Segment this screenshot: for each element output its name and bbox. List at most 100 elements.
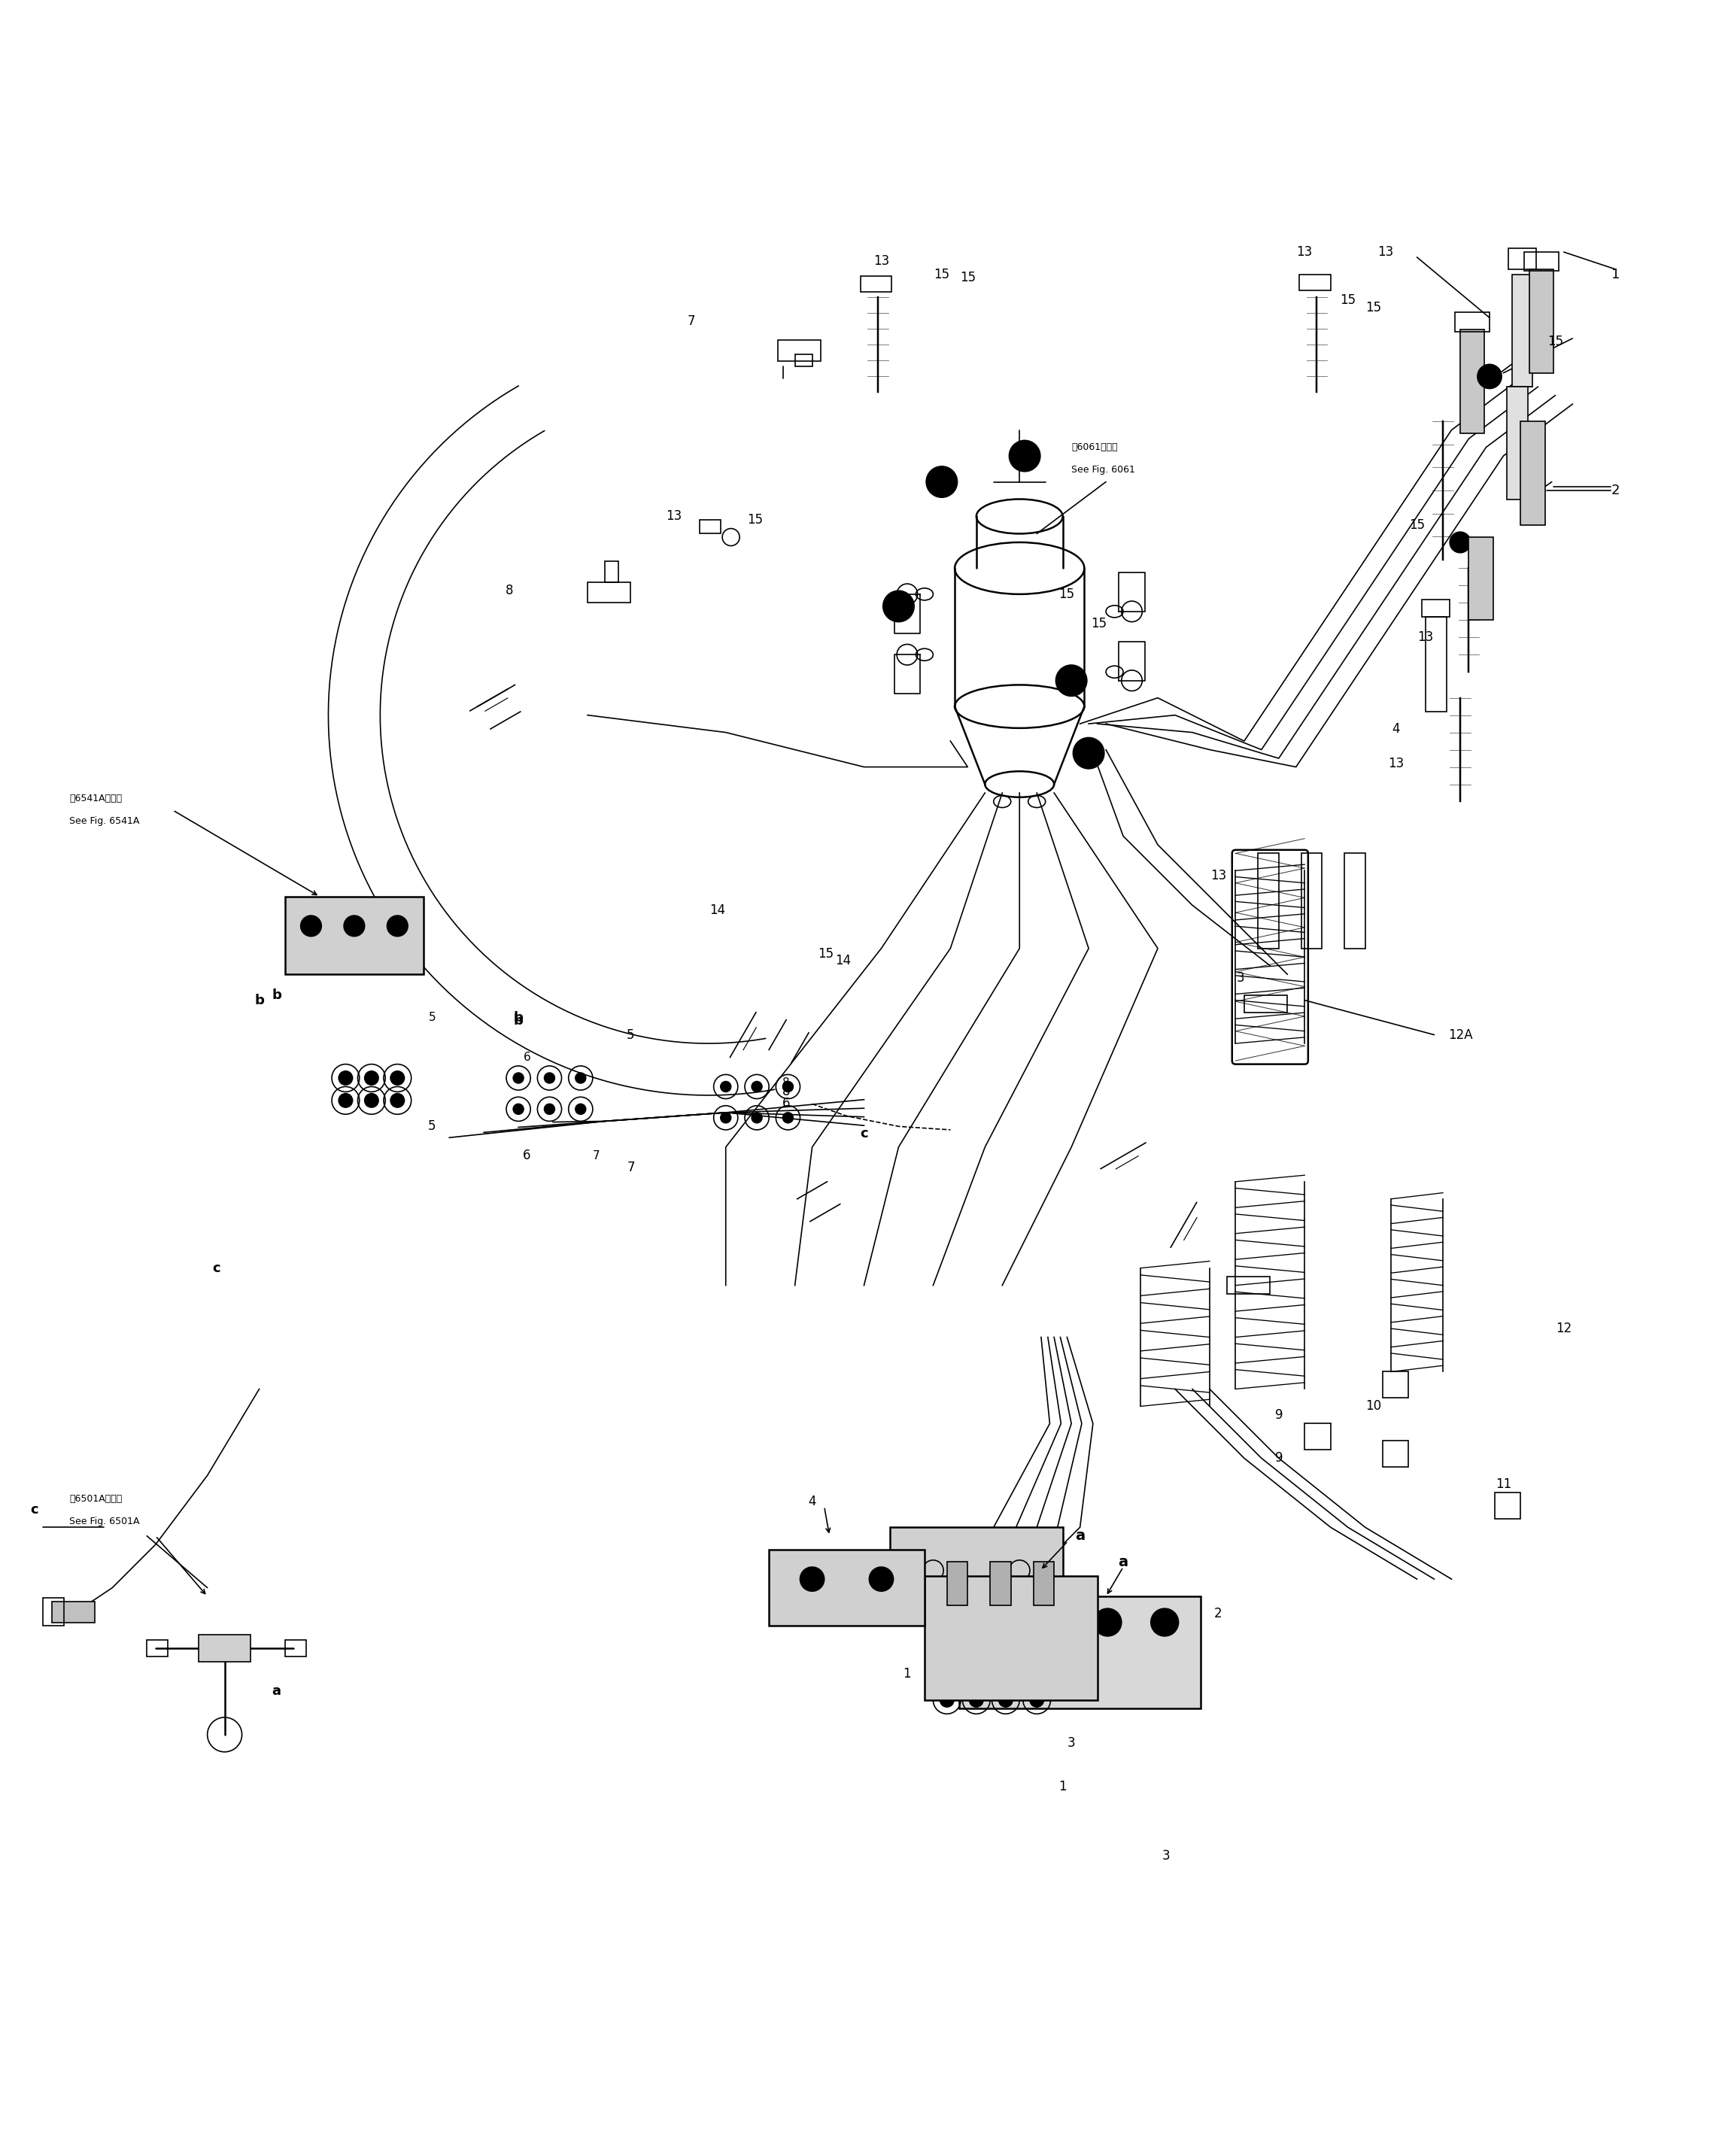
Circle shape: [1080, 744, 1097, 761]
Text: 第6501A図参照: 第6501A図参照: [69, 1494, 123, 1503]
Text: 1: 1: [1612, 267, 1619, 280]
Text: a: a: [1075, 1529, 1085, 1544]
Circle shape: [1450, 533, 1471, 552]
Circle shape: [752, 1082, 762, 1091]
Circle shape: [365, 1072, 378, 1084]
Circle shape: [1056, 664, 1087, 696]
Bar: [43, 1598, 64, 1626]
Text: 3: 3: [1068, 1736, 1075, 1751]
Text: c: c: [213, 1261, 219, 1274]
Circle shape: [752, 1112, 762, 1123]
Text: a: a: [1118, 1554, 1128, 1570]
Circle shape: [969, 1692, 983, 1708]
Bar: [924, 1576, 1097, 1701]
Text: 5: 5: [429, 1011, 435, 1024]
Text: 5: 5: [429, 1119, 435, 1134]
Text: See Fig. 6061: See Fig. 6061: [1071, 466, 1135, 474]
Circle shape: [365, 1093, 378, 1108]
Text: 12: 12: [1555, 1322, 1572, 1335]
Text: 8: 8: [783, 1078, 790, 1089]
Text: 2: 2: [1610, 483, 1621, 498]
Bar: [1305, 1423, 1331, 1449]
Circle shape: [339, 1072, 353, 1084]
Circle shape: [783, 1082, 793, 1091]
Bar: [1033, 1561, 1054, 1604]
Text: 7: 7: [593, 1149, 600, 1162]
Bar: [1495, 1492, 1521, 1518]
Text: 1: 1: [1059, 1779, 1066, 1794]
Circle shape: [1483, 369, 1496, 384]
Bar: [147, 1639, 168, 1656]
Circle shape: [387, 916, 408, 936]
Circle shape: [513, 1074, 524, 1082]
Bar: [52, 1602, 95, 1621]
Text: b: b: [271, 987, 282, 1003]
Text: 15: 15: [959, 272, 976, 285]
Bar: [199, 1634, 251, 1662]
Circle shape: [575, 1074, 586, 1082]
Bar: [1529, 270, 1553, 373]
Bar: [1258, 854, 1279, 949]
Circle shape: [783, 1112, 793, 1123]
Circle shape: [391, 1093, 404, 1108]
Text: 15: 15: [1408, 517, 1426, 533]
Circle shape: [1063, 673, 1080, 690]
Text: 15: 15: [1547, 334, 1564, 349]
Text: 13: 13: [1388, 757, 1405, 770]
Bar: [700, 520, 721, 535]
Text: 11: 11: [1495, 1477, 1512, 1490]
Text: 8: 8: [506, 584, 513, 597]
Bar: [1344, 854, 1365, 949]
Bar: [795, 354, 812, 367]
Circle shape: [940, 1598, 954, 1613]
Text: 15: 15: [1090, 617, 1108, 630]
Circle shape: [869, 1567, 893, 1591]
Bar: [1227, 1276, 1270, 1294]
Circle shape: [721, 1112, 731, 1123]
Text: 5: 5: [627, 1028, 634, 1041]
Text: c: c: [861, 1128, 867, 1141]
Bar: [861, 276, 892, 291]
Text: 15: 15: [817, 946, 835, 959]
Text: b: b: [513, 1011, 524, 1024]
Circle shape: [301, 916, 321, 936]
Bar: [1382, 1371, 1408, 1397]
Bar: [1426, 617, 1446, 711]
Text: 13: 13: [1417, 630, 1434, 645]
Circle shape: [544, 1074, 555, 1082]
Bar: [990, 1561, 1011, 1604]
Text: 6: 6: [524, 1052, 530, 1063]
Bar: [769, 1550, 924, 1626]
Text: 15: 15: [933, 267, 950, 280]
Bar: [605, 561, 619, 582]
Text: 15: 15: [746, 513, 764, 526]
Bar: [1299, 274, 1331, 291]
Text: 7: 7: [688, 315, 695, 328]
Text: 12A: 12A: [1448, 1028, 1472, 1041]
Bar: [1301, 854, 1322, 949]
Circle shape: [513, 1104, 524, 1115]
Text: 13: 13: [873, 254, 890, 267]
Text: 15: 15: [1339, 293, 1356, 306]
Circle shape: [969, 1598, 983, 1613]
Circle shape: [890, 597, 907, 614]
Text: 8: 8: [783, 1084, 790, 1100]
Circle shape: [999, 1692, 1013, 1708]
Text: 4: 4: [1393, 722, 1400, 735]
Circle shape: [391, 1072, 404, 1084]
Text: 13: 13: [1377, 246, 1394, 259]
Bar: [1524, 252, 1559, 272]
Circle shape: [1073, 737, 1104, 770]
Bar: [778, 341, 821, 360]
Text: 13: 13: [665, 509, 683, 524]
Bar: [1244, 996, 1287, 1013]
Text: 6: 6: [783, 1097, 790, 1110]
Text: 7: 7: [627, 1162, 634, 1175]
Circle shape: [1151, 1608, 1178, 1636]
Text: b: b: [513, 1013, 524, 1028]
Bar: [285, 1639, 306, 1656]
Text: 9: 9: [1275, 1451, 1282, 1464]
Text: 4: 4: [809, 1494, 816, 1507]
Text: 15: 15: [1365, 300, 1382, 315]
Bar: [1521, 420, 1545, 526]
